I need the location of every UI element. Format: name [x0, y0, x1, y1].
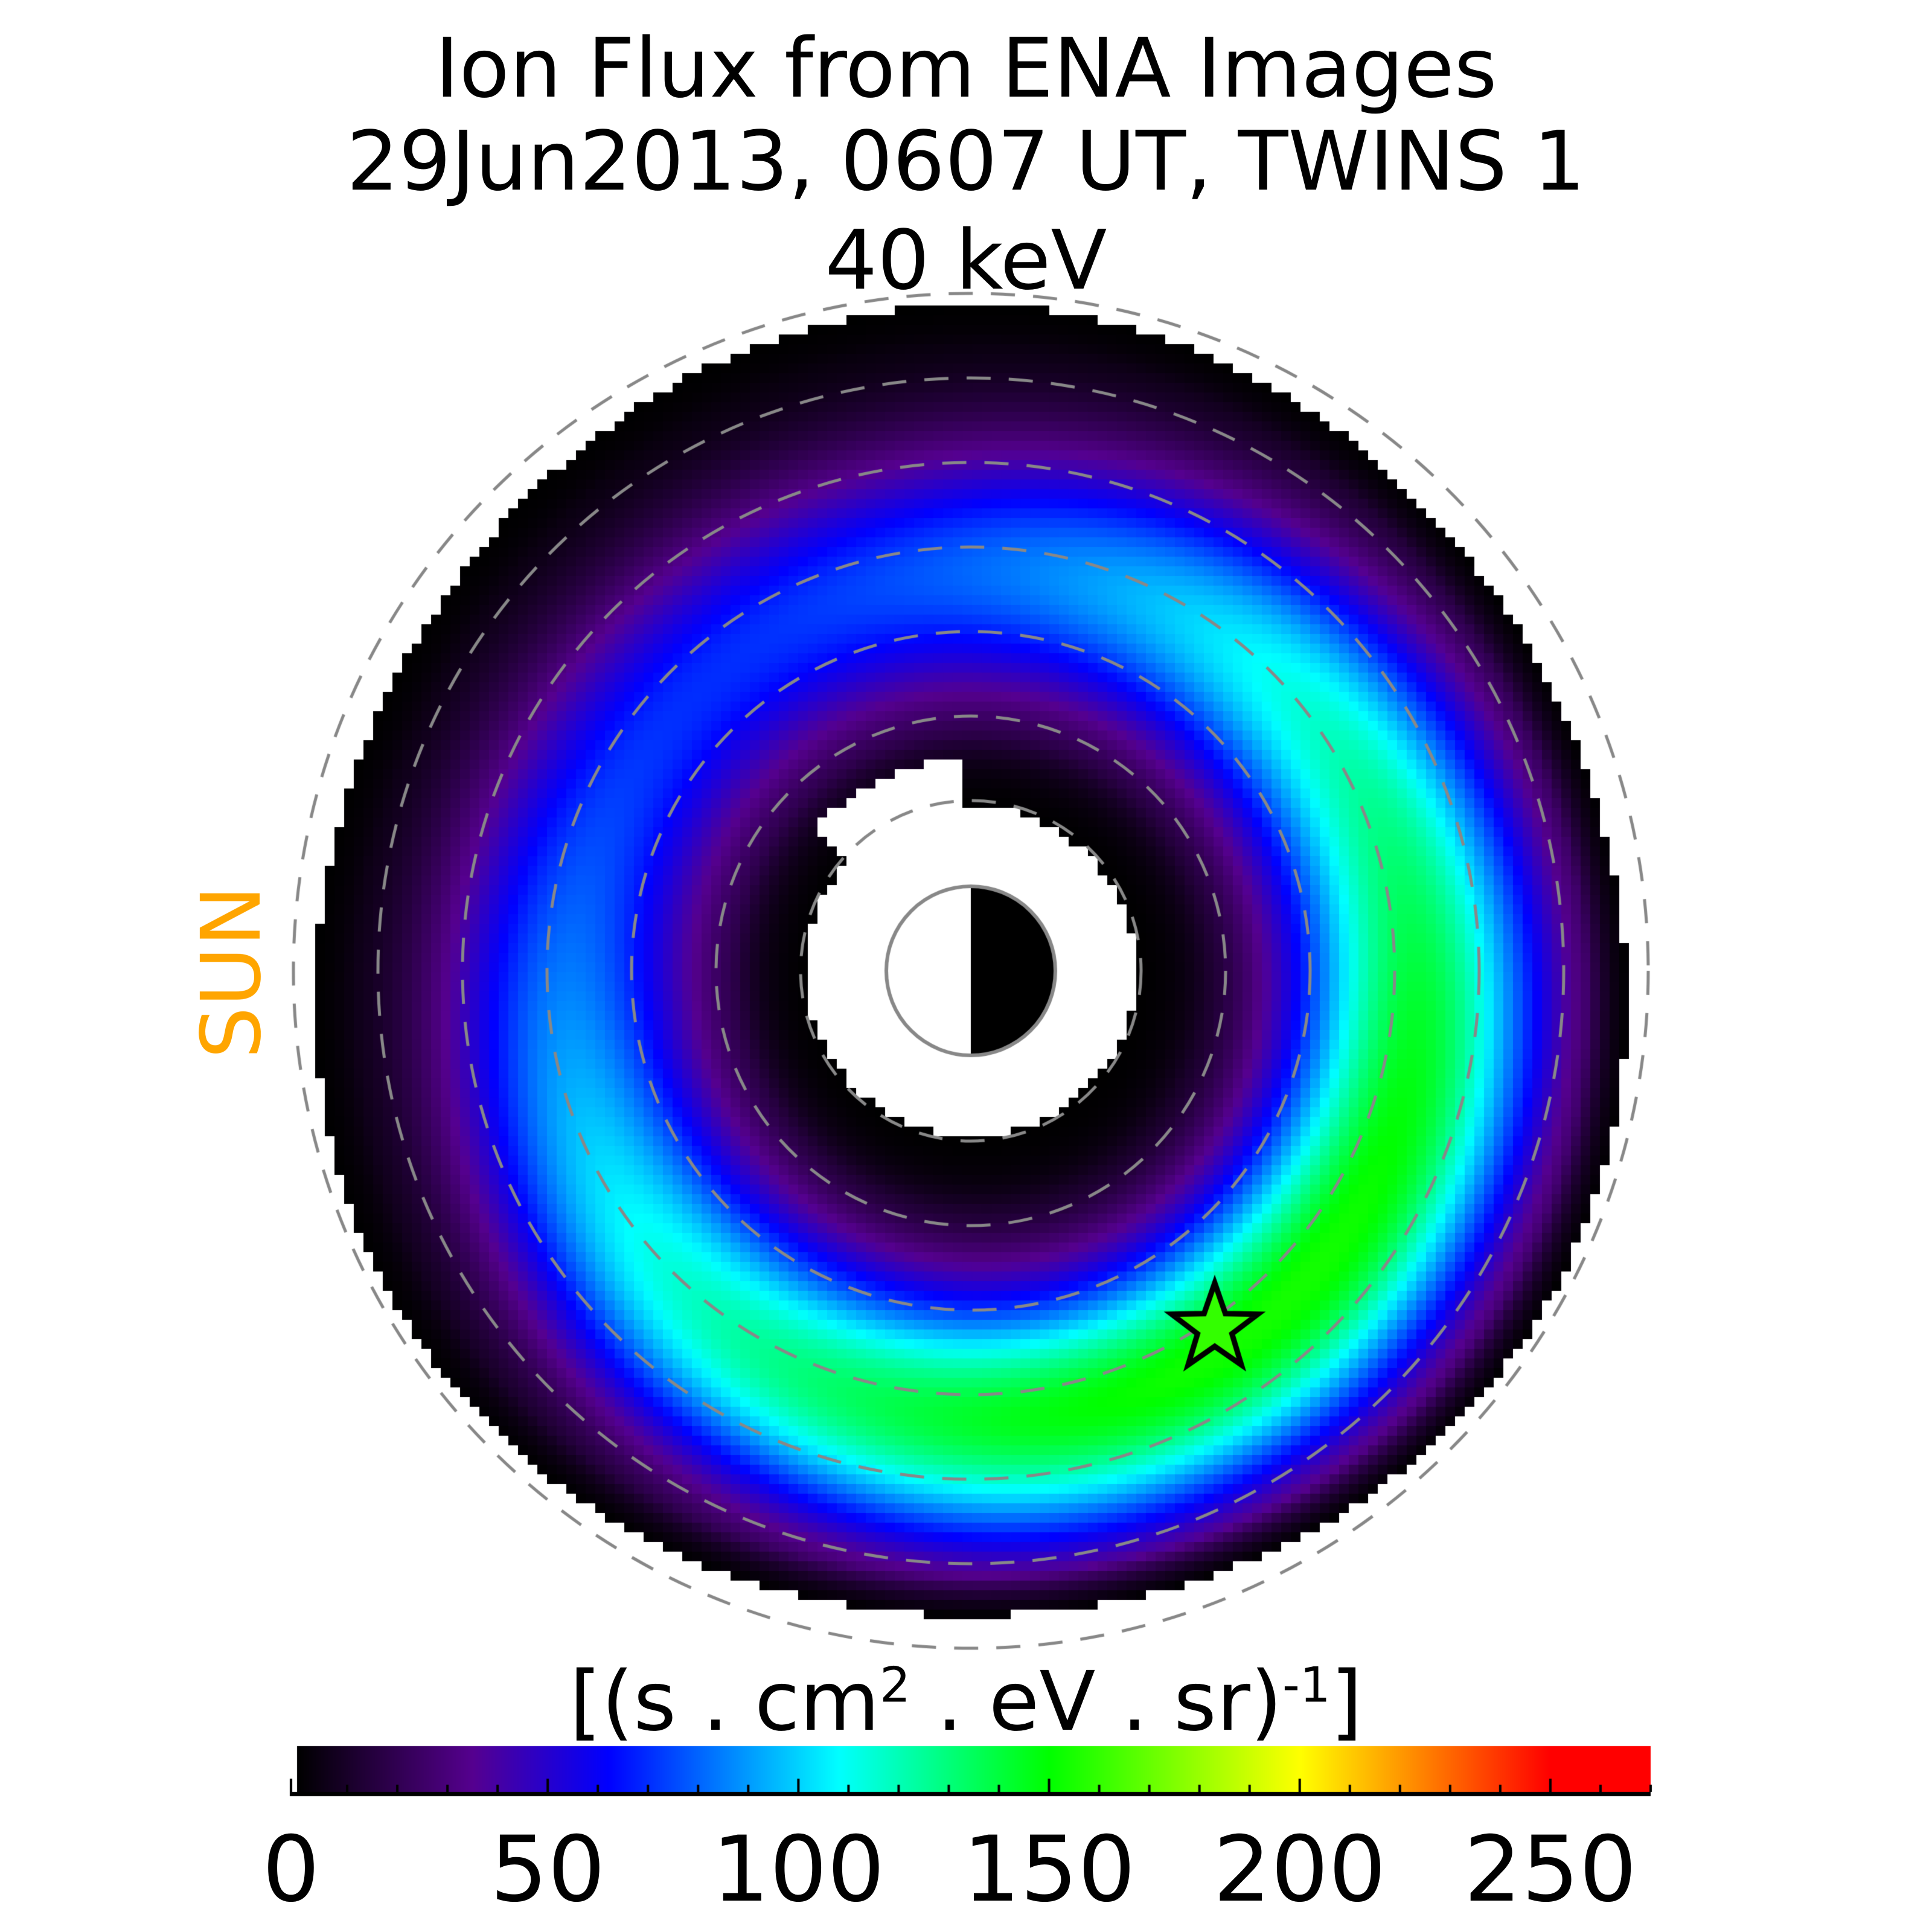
colorbar-tick-label: 100 [712, 1817, 885, 1922]
colorbar-tick-label: 50 [490, 1817, 606, 1922]
units-part: [(s . cm [569, 1654, 880, 1750]
colorbar-tick-label: 150 [962, 1817, 1136, 1922]
colorbar-tick-label: 200 [1213, 1817, 1386, 1922]
units-superscript: -1 [1282, 1657, 1331, 1713]
sun-direction-label: SUN [184, 885, 280, 1059]
units-part: . eV . sr) [910, 1654, 1282, 1750]
title-line-1: Ion Flux from ENA Images [435, 21, 1497, 117]
colorbar-units-label: [(s . cm2 . eV . sr)-1] [0, 1654, 1932, 1750]
title-line-3: 40 keV [825, 213, 1107, 309]
units-superscript: 2 [880, 1657, 911, 1713]
colorbar-tick-label: 0 [262, 1817, 320, 1922]
colorbar-tick-label: 250 [1463, 1817, 1637, 1922]
title-line-2: 29Jun2013, 0607 UT, TWINS 1 [346, 114, 1586, 210]
units-part: ] [1330, 1654, 1363, 1750]
